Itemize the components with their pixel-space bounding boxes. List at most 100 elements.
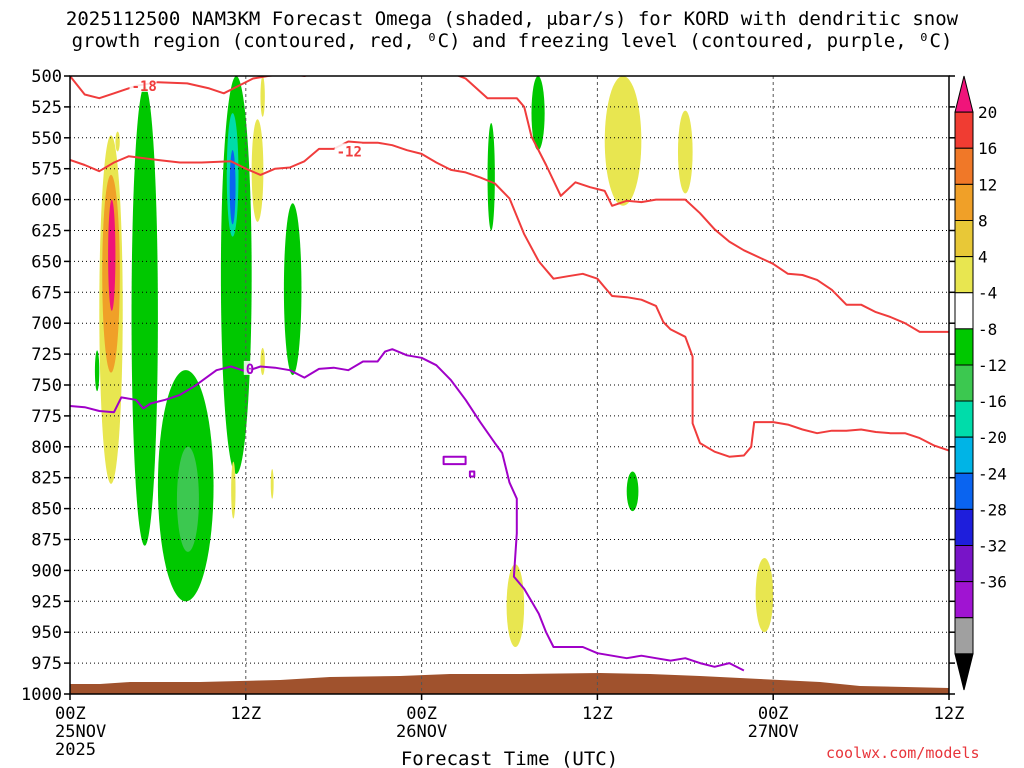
omega-region-negative-16 (94, 350, 100, 392)
omega-region-positive-20 (677, 110, 693, 194)
colorbar-swatch-11 (954, 472, 974, 510)
omega-shading (94, 76, 774, 648)
omega-region-negative-5 (176, 446, 199, 552)
colorbar-swatch-15 (954, 617, 974, 655)
colorbar-swatch-0 (954, 75, 974, 113)
omega-region-negative-3 (131, 85, 158, 546)
colorbar-label--12: -12 (978, 356, 1007, 375)
omega-region-negative-17 (487, 122, 495, 231)
x-tick-label-0-2: 2025 (55, 740, 96, 760)
x-tick-label-12-0: 12Z (230, 704, 261, 724)
omega-region-positive-9 (251, 119, 264, 222)
contour-label-bg-1 (334, 143, 362, 158)
contour-line-2 (70, 348, 745, 672)
y-tick-label-700: 700 (31, 314, 62, 334)
chart-title-line2: growth region (contoured, red, ⁰C) and f… (71, 30, 953, 52)
colorbar-swatch-13 (954, 545, 974, 583)
y-tick-label-600: 600 (31, 191, 62, 211)
gridlines (70, 76, 949, 694)
contour-lines (70, 76, 949, 672)
colorbar-swatch-3 (954, 183, 974, 221)
colorbar-swatch-4 (954, 219, 974, 258)
colorbar-label-4: 4 (978, 248, 988, 267)
omega-region-positive-22 (506, 564, 525, 648)
y-tick-label-1000: 1000 (21, 685, 62, 705)
x-tick-label-24-0: 00Z (406, 704, 437, 724)
colorbar-label-8: 8 (978, 211, 988, 230)
y-tick-label-575: 575 (31, 160, 62, 180)
y-tick-label-500: 500 (31, 67, 62, 87)
contour-line-4 (468, 470, 476, 478)
omega-region-positive-12 (231, 461, 236, 519)
colorbar-swatch-10 (954, 436, 974, 474)
contour-label-0: -18 (132, 79, 157, 95)
y-tick-label-775: 775 (31, 407, 62, 427)
contour-label-bg-2 (243, 360, 253, 375)
colorbar-swatch-8 (954, 364, 974, 402)
x-tick-label-0-0: 00Z (55, 704, 86, 724)
contour-label-1: -12 (337, 144, 362, 160)
colorbar-swatch-6 (954, 292, 974, 330)
x-axis-title: Forecast Time (UTC) (401, 748, 618, 768)
y-tick-label-550: 550 (31, 129, 62, 149)
y-tick-label-825: 825 (31, 469, 62, 489)
colorbar-label--8: -8 (978, 320, 997, 339)
contour-line-0 (70, 76, 949, 333)
y-tick-label-925: 925 (31, 592, 62, 612)
contour-label-bg-0 (129, 77, 157, 92)
x-tick-label-60-0: 12Z (934, 704, 965, 724)
chart-title-line1: 2025112500 NAM3KM Forecast Omega (shaded… (65, 8, 959, 30)
y-tick-label-975: 975 (31, 654, 62, 674)
y-tick-label-950: 950 (31, 623, 62, 643)
colorbar-label--20: -20 (978, 428, 1007, 447)
colorbar-label--36: -36 (978, 573, 1007, 592)
omega-region-negative-18 (531, 76, 545, 151)
colorbar-label--28: -28 (978, 500, 1007, 519)
colorbar-swatch-7 (954, 328, 974, 366)
colorbar-label--32: -32 (978, 537, 1007, 556)
surface-terrain (70, 673, 949, 694)
colorbar-swatch-9 (954, 400, 974, 438)
colorbar-swatch-12 (954, 508, 974, 547)
omega-region-positive-14 (260, 347, 265, 376)
omega-region-positive-15 (115, 131, 120, 152)
y-tick-label-675: 675 (31, 283, 62, 303)
contour-line-1 (70, 140, 949, 458)
contour-label-2: 0 (246, 362, 254, 378)
colorbar-label-16: 16 (978, 139, 997, 158)
contour-line-3 (442, 455, 467, 466)
colorbar-label--24: -24 (978, 464, 1007, 483)
omega-region-positive-19 (604, 76, 642, 206)
colorbar-label--4: -4 (978, 284, 997, 303)
colorbar-swatch-16 (954, 653, 974, 691)
omega-region-negative-21 (626, 471, 639, 512)
y-tick-label-750: 750 (31, 376, 62, 396)
x-tick-label-24-1: 26NOV (396, 722, 447, 742)
y-tick-label-625: 625 (31, 222, 62, 242)
colorbar-label-12: 12 (978, 175, 997, 194)
y-tick-label-800: 800 (31, 438, 62, 458)
y-tick-label-725: 725 (31, 345, 62, 365)
omega-region-positive-23 (755, 558, 774, 633)
colorbar-swatch-14 (954, 581, 974, 619)
credit-text: coolwx.com/models (826, 744, 980, 762)
omega-region-positive-13 (270, 469, 274, 499)
y-tick-label-900: 900 (31, 561, 62, 581)
omega-region-positive-2 (108, 199, 116, 311)
y-tick-label-875: 875 (31, 531, 62, 551)
x-tick-label-48-0: 00Z (758, 704, 789, 724)
y-tick-label-850: 850 (31, 500, 62, 520)
colorbar-swatch-1 (954, 111, 974, 149)
colorbar-label--16: -16 (978, 392, 1007, 411)
x-tick-label-36-0: 12Z (582, 704, 613, 724)
omega-region-positive-10 (260, 76, 265, 117)
colorbar-swatch-5 (954, 256, 974, 294)
x-tick-label-0-1: 25NOV (55, 722, 106, 742)
omega-region-negative-11 (283, 203, 302, 376)
colorbar-swatch-2 (954, 147, 974, 185)
y-tick-label-650: 650 (31, 252, 62, 272)
y-tick-label-525: 525 (31, 98, 62, 118)
x-tick-label-48-1: 27NOV (748, 722, 799, 742)
colorbar-label-20: 20 (978, 103, 997, 122)
